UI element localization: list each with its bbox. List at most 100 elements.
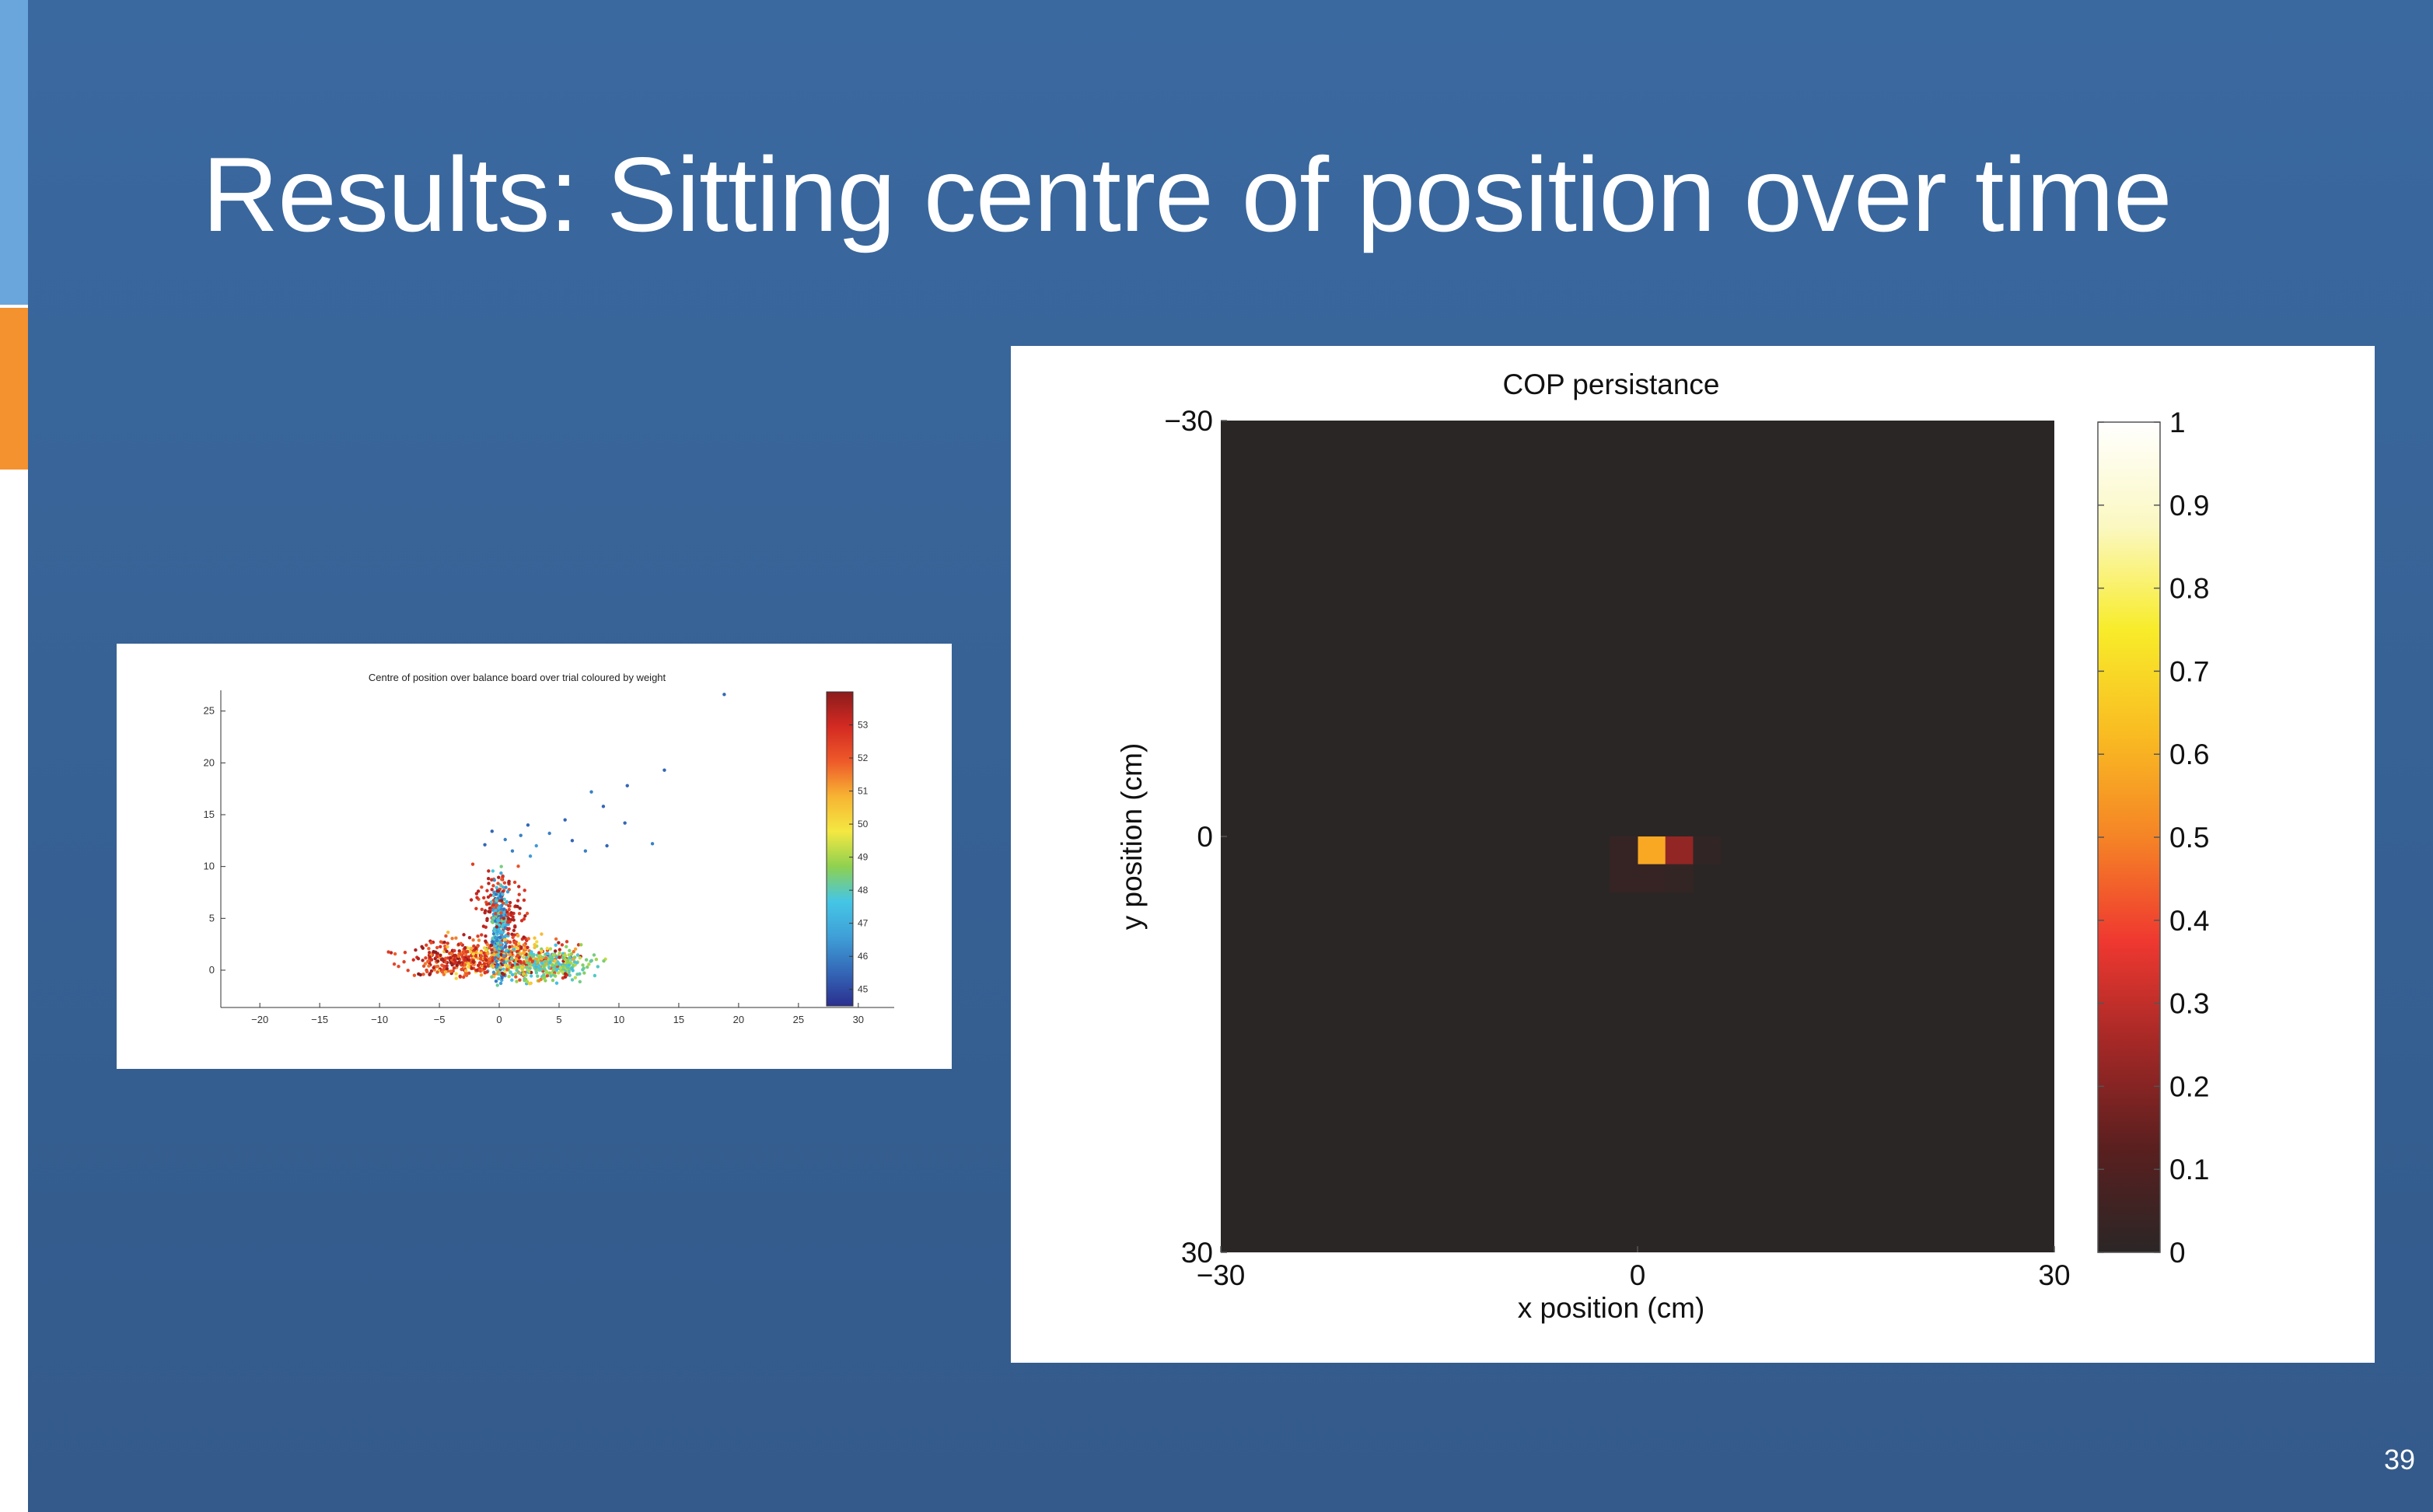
scatter-cloud-point bbox=[495, 965, 499, 969]
scatter-colorbar-tick-label: 46 bbox=[858, 951, 869, 962]
scatter-cloud-point bbox=[540, 932, 544, 936]
heatmap-x-tick-label: 30 bbox=[2038, 1259, 2070, 1291]
scatter-colorbar-tick-label: 45 bbox=[858, 984, 869, 995]
scatter-cloud-point bbox=[522, 961, 526, 965]
heatmap-colorbar: 0 0.1 0.2 0.3 0.4 0.5 0.6 0.7 0.8 0.9 1 bbox=[2097, 407, 2209, 1269]
scatter-cloud-point bbox=[561, 970, 565, 974]
scatter-cloud-point bbox=[450, 936, 454, 941]
scatter-cloud-point bbox=[497, 875, 501, 879]
scatter-cloud-point bbox=[464, 950, 468, 954]
scatter-cloud-point bbox=[488, 957, 491, 962]
scatter-cloud-point bbox=[463, 958, 467, 962]
heatmap-y-axis-label: y position (cm) bbox=[1116, 743, 1148, 931]
heatmap-cell bbox=[1665, 836, 1694, 865]
scatter-x-tick-label: −15 bbox=[311, 1014, 328, 1025]
scatter-cloud-point bbox=[463, 962, 467, 967]
scatter-cloud-point bbox=[479, 954, 484, 958]
scatter-cloud-point bbox=[491, 920, 495, 924]
scatter-colorbar: 45 46 47 48 49 50 51 52 53 bbox=[826, 691, 869, 1007]
scatter-cloud-point bbox=[541, 976, 545, 980]
scatter-cloud-point bbox=[537, 979, 541, 983]
scatter-cloud-point bbox=[502, 922, 506, 927]
scatter-cloud-point bbox=[442, 945, 447, 948]
scatter-cloud-point bbox=[509, 957, 514, 961]
scatter-cloud-point bbox=[421, 959, 425, 962]
scatter-cloud-point bbox=[457, 949, 461, 953]
scatter-cloud-point bbox=[579, 943, 583, 947]
scatter-cloud-point bbox=[445, 966, 449, 971]
scatter-cloud-point bbox=[551, 962, 554, 967]
scatter-cloud-point bbox=[479, 957, 483, 961]
scatter-cloud-point bbox=[516, 864, 520, 868]
scatter-cloud-point bbox=[582, 966, 586, 970]
scatter-cloud-point bbox=[522, 943, 526, 947]
scatter-cloud-point bbox=[480, 907, 484, 911]
scatter-cloud-point bbox=[581, 963, 585, 967]
scatter-cloud-point bbox=[511, 915, 515, 919]
scatter-cloud-point bbox=[439, 953, 442, 957]
scatter-cloud-point bbox=[443, 970, 448, 974]
scatter-y-tick-label: 20 bbox=[204, 756, 215, 768]
scatter-x-tick-label: 5 bbox=[556, 1014, 561, 1025]
scatter-point bbox=[722, 693, 726, 697]
scatter-cloud-point bbox=[523, 889, 526, 892]
scatter-cloud-point bbox=[467, 971, 471, 976]
scatter-cloud-point bbox=[491, 939, 495, 944]
scatter-cloud-point bbox=[573, 963, 577, 967]
slide-background: Results: Sitting centre of position over… bbox=[28, 0, 2433, 1512]
scatter-cloud-point bbox=[530, 974, 533, 978]
scatter-cloud-point bbox=[443, 947, 447, 951]
scatter-cloud-point bbox=[558, 966, 563, 970]
scatter-cloud-point bbox=[571, 969, 575, 972]
heatmap-colorbar-tick-label: 0.6 bbox=[2169, 739, 2209, 770]
scatter-cloud-point bbox=[499, 930, 504, 934]
scatter-cloud-point bbox=[485, 943, 490, 947]
scatter-cloud-point bbox=[554, 962, 558, 966]
scatter-cloud-point bbox=[499, 911, 503, 915]
scatter-cloud-point bbox=[442, 972, 446, 976]
scatter-cloud-point bbox=[512, 918, 516, 922]
scatter-cloud-point bbox=[498, 935, 502, 940]
scatter-x-tick-label: −20 bbox=[251, 1014, 268, 1025]
scatter-cloud-point bbox=[446, 945, 449, 949]
scatter-cloud-point bbox=[515, 968, 519, 972]
scatter-cloud-point bbox=[510, 972, 515, 976]
page-number: 39 bbox=[2384, 1444, 2416, 1475]
scatter-cloud-point bbox=[491, 956, 495, 960]
scatter-cloud-point bbox=[505, 889, 510, 894]
scatter-cloud-point bbox=[499, 914, 503, 918]
scatter-cloud-point bbox=[486, 877, 491, 881]
scatter-cloud-point bbox=[435, 945, 439, 950]
scatter-cloud-point bbox=[524, 956, 529, 960]
scatter-cloud-point bbox=[502, 917, 506, 920]
heatmap-cell bbox=[1638, 836, 1666, 865]
scatter-cloud-point bbox=[516, 965, 519, 969]
scatter-cloud-point bbox=[470, 966, 474, 970]
scatter-cloud-point bbox=[435, 970, 439, 974]
heatmap-x-axis-label: x position (cm) bbox=[1518, 1292, 1705, 1324]
scatter-cloud-point bbox=[518, 971, 522, 976]
scatter-point bbox=[510, 849, 515, 853]
scatter-chart: Centre of position over balance board ov… bbox=[204, 672, 894, 1025]
scatter-cloud-point bbox=[492, 878, 496, 882]
scatter-cloud-point bbox=[489, 900, 494, 904]
scatter-cloud-point bbox=[563, 972, 568, 976]
scatter-cloud-point bbox=[444, 956, 448, 961]
scatter-cloud-point bbox=[544, 979, 547, 983]
scatter-cloud-point bbox=[491, 970, 496, 974]
scatter-cloud-point bbox=[464, 973, 469, 977]
scatter-cloud-point bbox=[568, 948, 572, 953]
scatter-cloud-point bbox=[500, 958, 504, 962]
scatter-cloud-point bbox=[502, 954, 506, 958]
scatter-cloud-point bbox=[533, 945, 537, 950]
scatter-chart-panel: Centre of position over balance board ov… bbox=[117, 644, 952, 1069]
scatter-cloud-point bbox=[516, 953, 520, 958]
scatter-cloud-point bbox=[537, 964, 541, 968]
scatter-cloud-point bbox=[421, 946, 425, 950]
scatter-cloud-point bbox=[461, 975, 466, 979]
scatter-cloud-point bbox=[484, 939, 488, 943]
scatter-point bbox=[519, 833, 523, 837]
scatter-cloud-point bbox=[496, 882, 500, 885]
scatter-x-tick-label: −5 bbox=[434, 1014, 446, 1025]
heatmap-colorbar-tick-label: 0.5 bbox=[2169, 822, 2209, 854]
